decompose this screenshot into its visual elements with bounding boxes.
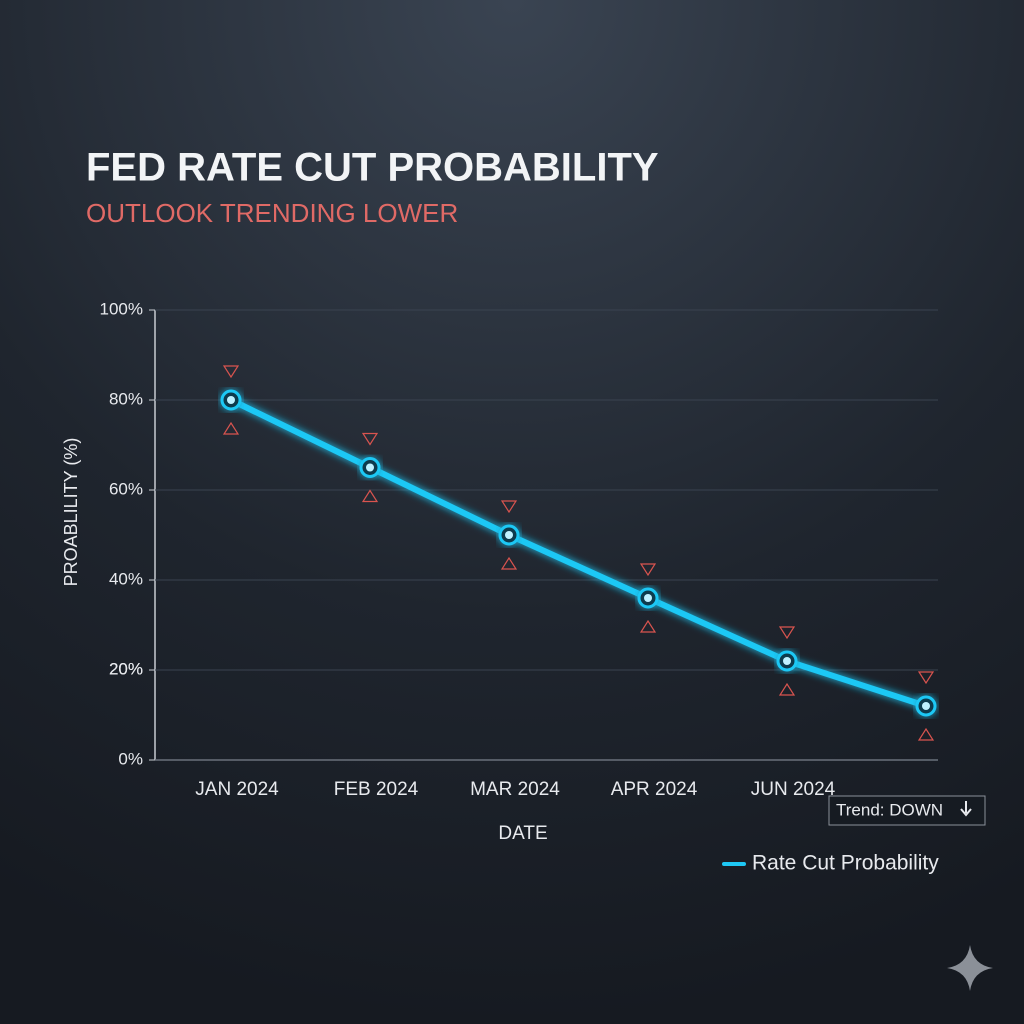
y-axis-label: PROABLILITY (%)	[61, 438, 81, 587]
y-tick-label: 40%	[109, 569, 143, 588]
range-marker-up	[778, 626, 796, 640]
range-marker-down	[361, 489, 379, 503]
data-point-core	[644, 594, 652, 602]
y-tick-label: 60%	[109, 479, 143, 498]
data-point-core	[505, 531, 513, 539]
range-marker-down	[222, 421, 240, 435]
x-tick-label: JAN 2024	[195, 779, 279, 800]
y-tick-label: 20%	[109, 659, 143, 678]
y-tick-label: 0%	[118, 749, 143, 768]
range-marker-down	[500, 556, 518, 570]
range-marker-up	[222, 365, 240, 379]
range-marker-up	[917, 671, 935, 685]
sparkle-icon	[947, 945, 993, 991]
y-tick-label: 100%	[100, 299, 143, 318]
x-axis-label: DATE	[498, 823, 547, 844]
series-line	[228, 397, 929, 709]
x-tick-label: MAR 2024	[470, 779, 560, 800]
annotation: Trend: DOWN	[836, 800, 943, 819]
x-tick-label: FEB 2024	[334, 779, 419, 800]
chart-subtitle: OUTLOOK TRENDING LOWER	[86, 198, 458, 228]
range-marker-down	[639, 619, 657, 633]
data-point-core	[227, 396, 235, 404]
range-marker-down	[778, 682, 796, 696]
x-tick-label: APR 2024	[611, 779, 698, 800]
data-point-core	[922, 702, 930, 710]
annotation-box	[828, 795, 986, 826]
y-tick-label: 80%	[109, 389, 143, 408]
chart-title: FED RATE CUT PROBABILITY	[86, 146, 659, 190]
data-point-core	[366, 463, 374, 472]
range-marker-down	[917, 727, 935, 741]
down-arrow-icon	[960, 801, 972, 817]
range-marker-up	[639, 563, 657, 577]
range-marker-up	[361, 432, 379, 446]
x-tick-label: JUN 2024	[751, 779, 836, 800]
legend-label: Rate Cut Probability	[752, 852, 939, 875]
y-tick-label: 20%	[109, 659, 143, 678]
data-point-core	[783, 657, 791, 665]
range-marker-up	[500, 500, 518, 514]
